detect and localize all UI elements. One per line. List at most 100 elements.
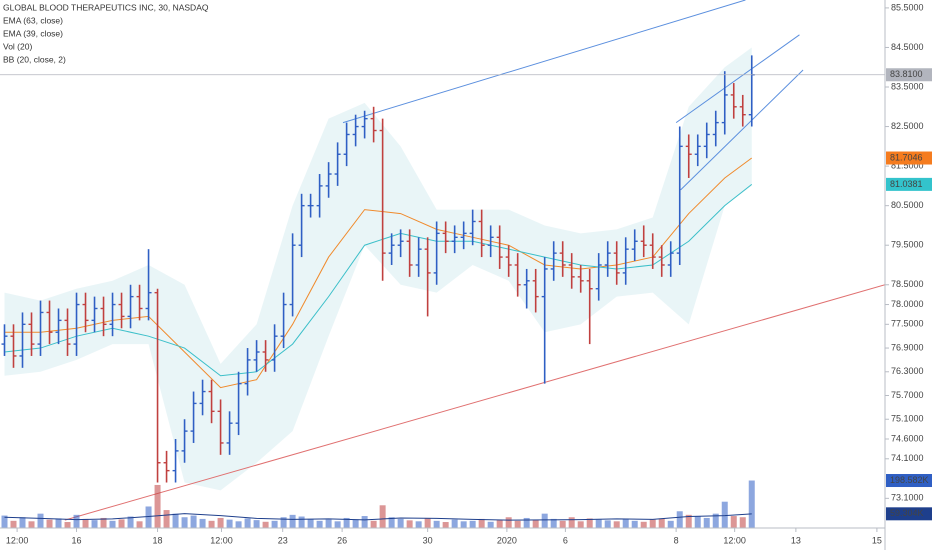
volume-bar <box>1 515 8 528</box>
volume-bar <box>109 520 116 528</box>
volume-bar <box>199 518 206 528</box>
volume-bar <box>253 520 260 528</box>
volume-bar <box>505 517 512 528</box>
volume-bar <box>406 520 413 528</box>
volume-ma <box>4 513 752 521</box>
y-tick-label: 85.5000 <box>891 2 924 12</box>
volume-bar <box>730 516 737 528</box>
volume-bar <box>631 520 638 528</box>
volume-bar <box>568 517 575 528</box>
volume-bar <box>154 484 161 528</box>
indicator-legend: Vol (20) <box>3 41 32 51</box>
volume-bar <box>460 521 467 528</box>
volume-bar <box>73 514 80 528</box>
x-tick-label: 23 <box>278 535 288 545</box>
price-tag-label: 83.8100 <box>890 69 923 79</box>
volume-bar <box>262 521 269 528</box>
volume-bar <box>442 522 449 528</box>
x-tick-label: 12:00 <box>6 535 29 545</box>
volume-bar <box>235 521 242 528</box>
volume-bar <box>280 517 287 528</box>
y-tick-label: 76.3000 <box>891 366 924 376</box>
y-tick-label: 80.5000 <box>891 200 924 210</box>
y-tick-label: 75.7000 <box>891 390 924 400</box>
volume-bar <box>325 519 332 528</box>
axes: 85.5000 84.5000 83.5000 82.5000 81.5000 80.50… <box>6 2 932 545</box>
volume-bar <box>640 521 647 528</box>
volume-bar <box>523 517 530 528</box>
volume-bar <box>289 514 296 528</box>
y-tick-label: 77.5000 <box>891 319 924 329</box>
plot-area <box>0 0 885 528</box>
volume-bar <box>172 513 179 528</box>
x-tick-label: 8 <box>674 535 679 545</box>
volume-bar <box>19 517 26 528</box>
volume-bar <box>469 520 476 528</box>
price-tag <box>886 177 932 191</box>
volume-bar <box>307 518 314 528</box>
volume-bar <box>433 520 440 528</box>
volume-bar <box>550 518 557 528</box>
x-tick-label: 18 <box>153 535 163 545</box>
volume-bar <box>685 514 692 528</box>
volume-bar <box>118 519 125 528</box>
price-tag <box>886 507 932 521</box>
price-tag <box>886 474 932 488</box>
volume-bar <box>721 501 728 528</box>
trendline <box>675 34 800 124</box>
volume-bar <box>298 516 305 528</box>
volume-bar <box>694 516 701 528</box>
volume-bar <box>478 518 485 528</box>
indicator-legend: EMA (63, close) <box>3 15 63 25</box>
volume-bar <box>649 519 656 528</box>
price-tag <box>886 151 932 165</box>
x-tick-label: 26 <box>337 535 347 545</box>
volume-bar <box>190 515 197 528</box>
volume-bar <box>100 517 107 528</box>
trendline <box>342 0 746 124</box>
volume-bar <box>703 517 710 528</box>
volume-bar <box>55 518 62 528</box>
volume-bar <box>658 518 665 528</box>
y-tick-label: 74.1000 <box>891 453 924 463</box>
volume-bar <box>145 506 152 528</box>
volume-bar <box>37 513 44 528</box>
y-tick-label: 76.9000 <box>891 342 924 352</box>
y-tick-label: 81.5000 <box>891 160 924 170</box>
volume-bar <box>739 517 746 528</box>
volume-bar <box>496 520 503 528</box>
y-tick-label: 78.0000 <box>891 299 924 309</box>
volume-bar <box>604 520 611 528</box>
volume-bar <box>46 519 53 528</box>
volume-bar <box>181 517 188 528</box>
volume-bar <box>622 518 629 528</box>
volume-bar <box>136 521 143 528</box>
volume-bar <box>316 520 323 528</box>
price-tag-label: 81.0381 <box>890 179 923 189</box>
volume-bar <box>352 519 359 528</box>
volume-bar <box>424 518 431 528</box>
volume-bar <box>361 516 368 528</box>
x-tick-label: 12:00 <box>210 535 233 545</box>
y-tick-label: 79.5000 <box>891 240 924 250</box>
x-tick-label: 16 <box>72 535 82 545</box>
y-tick-label: 84.5000 <box>891 42 924 52</box>
volume-bar <box>613 521 620 528</box>
volume-bar <box>514 520 521 528</box>
x-tick-label: 6 <box>563 535 568 545</box>
volume-bar <box>667 520 674 528</box>
volume-bar <box>676 511 683 528</box>
x-tick-label: 15 <box>872 535 882 545</box>
volume-bar <box>379 505 386 528</box>
volume-bar <box>595 519 602 528</box>
volume-bar <box>127 516 134 528</box>
trendline <box>680 69 804 191</box>
y-tick-label: 82.5000 <box>891 121 924 131</box>
trendline <box>64 284 885 521</box>
x-tick-label: 30 <box>423 535 433 545</box>
volume-bar <box>532 519 539 528</box>
bollinger-band <box>4 47 752 491</box>
symbol-title: GLOBAL BLOOD THERAPEUTICS INC, 30, NASDA… <box>3 2 209 12</box>
volume-bar <box>577 521 584 528</box>
